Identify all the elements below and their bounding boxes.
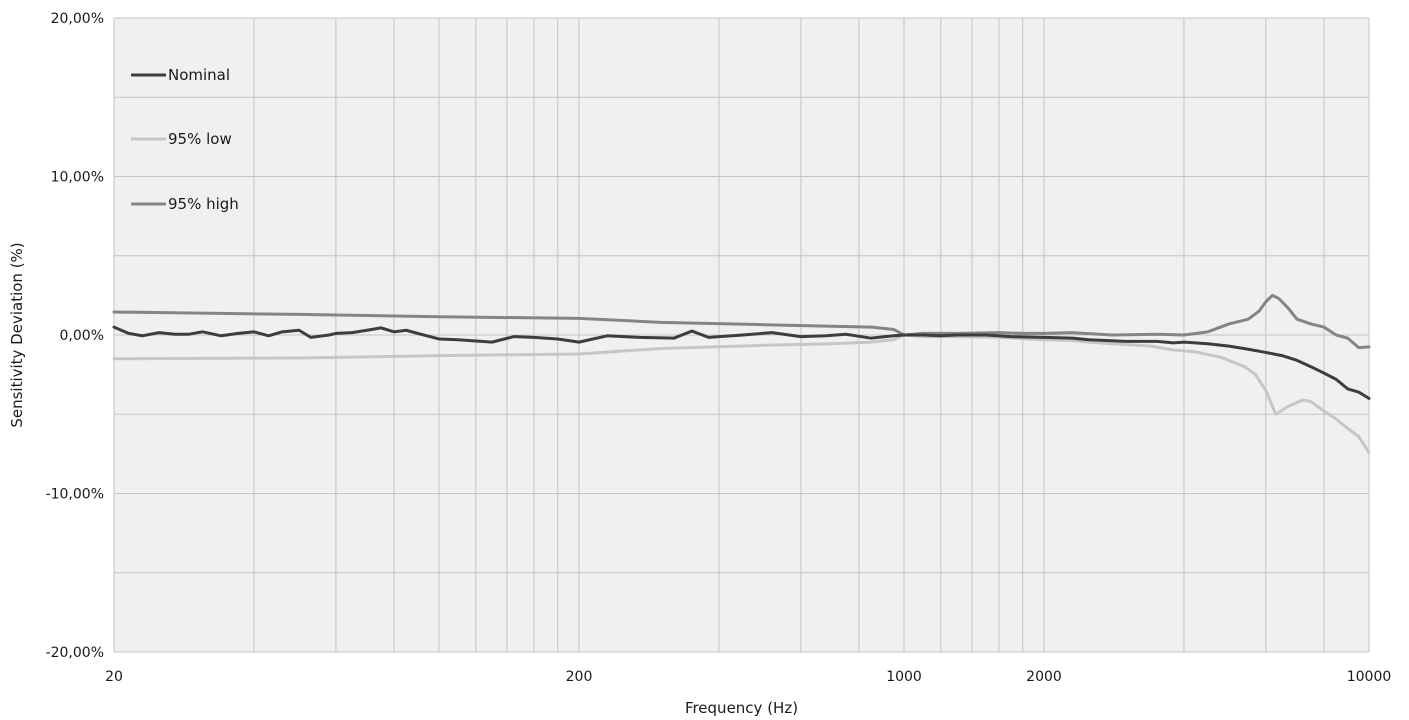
- series-line-95-low: [112, 333, 1371, 454]
- x-tick-label: 1000: [886, 669, 922, 685]
- y-tick-label: -20,00%: [46, 645, 104, 661]
- y-axis-ticks: 20,00% 10,00% 0,00% -10,00% -20,00%: [46, 11, 104, 661]
- series-line-nominal: [112, 325, 1371, 400]
- legend-label-95-high: 95% high: [168, 195, 239, 213]
- legend-label-nominal: Nominal: [168, 66, 230, 84]
- x-tick-label: 10000: [1347, 669, 1392, 685]
- y-axis-title: Sensitivity Deviation (%): [8, 242, 26, 427]
- y-tick-label: 0,00%: [60, 328, 104, 344]
- x-axis-title: Frequency (Hz): [685, 699, 798, 717]
- series-line-95-high: [112, 293, 1371, 350]
- legend: Nominal 95% low 95% high: [131, 66, 239, 213]
- series-lines: [112, 293, 1371, 454]
- y-tick-label: 20,00%: [51, 11, 104, 27]
- x-tick-label: 200: [566, 669, 593, 685]
- y-tick-label: -10,00%: [46, 487, 104, 503]
- x-tick-label: 20: [105, 669, 123, 685]
- x-axis-ticks: 20 200 1000 2000 10000: [105, 669, 1391, 685]
- legend-label-95-low: 95% low: [168, 130, 232, 148]
- y-tick-label: 10,00%: [51, 170, 104, 186]
- x-tick-label: 2000: [1026, 669, 1062, 685]
